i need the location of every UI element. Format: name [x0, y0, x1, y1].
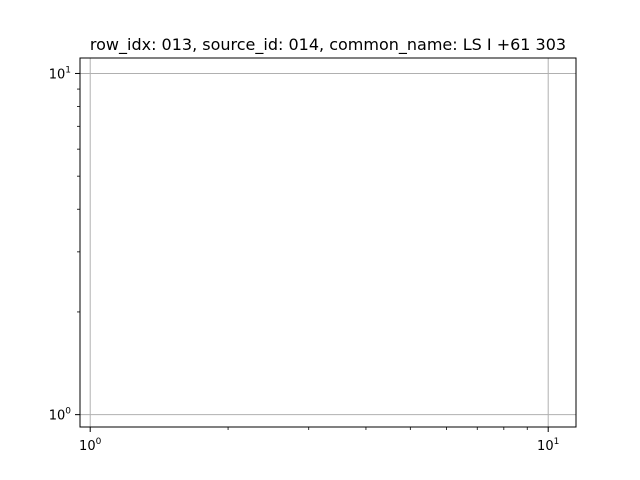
grid-lines: [80, 58, 576, 427]
axis-ticks: [75, 72, 549, 432]
y-tick-label-base: 10: [49, 409, 66, 424]
y-tick-label: 100: [49, 407, 72, 424]
x-tick-label-base: 10: [79, 439, 96, 454]
x-tick-label-exponent: 1: [554, 437, 560, 447]
x-tick-label: 101: [537, 437, 559, 454]
y-tick-label-exponent: 1: [65, 65, 71, 75]
x-tick-label-base: 10: [537, 439, 554, 454]
x-tick-label: 100: [79, 437, 102, 454]
y-tick-label-base: 10: [49, 67, 66, 82]
axes-frame: [79, 57, 577, 428]
x-tick-label-exponent: 0: [96, 437, 102, 447]
chart-title: row_idx: 013, source_id: 014, common_nam…: [90, 35, 566, 55]
y-tick-label-exponent: 0: [65, 407, 71, 417]
y-tick-label: 101: [49, 65, 71, 82]
